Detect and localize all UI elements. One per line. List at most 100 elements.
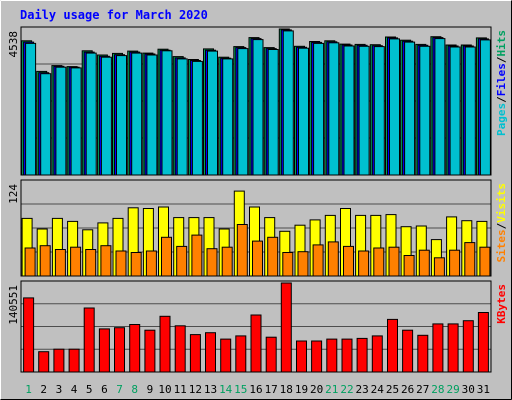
bar-pages-15 xyxy=(237,48,249,176)
bar-pages-30 xyxy=(464,46,476,176)
bar-kbytes-9 xyxy=(144,329,156,373)
x-tick-label: 8 xyxy=(131,383,138,396)
bar-pages-14 xyxy=(222,58,234,176)
x-tick-label: 25 xyxy=(386,383,399,396)
legend: Sites/Visits xyxy=(495,183,508,263)
bar-sites-2 xyxy=(39,245,51,277)
bar-pages-24 xyxy=(373,46,385,176)
x-tick-label: 23 xyxy=(355,383,368,396)
x-tick-label: 20 xyxy=(310,383,323,396)
bar-kbytes-1 xyxy=(23,297,35,373)
bar-sites-21 xyxy=(327,241,339,277)
x-tick-label: 14 xyxy=(219,383,233,396)
bar-pages-29 xyxy=(449,46,461,176)
x-tick-label: 18 xyxy=(280,383,293,396)
x-tick-label: 31 xyxy=(477,383,490,396)
bar-kbytes-18 xyxy=(280,282,292,373)
bar-kbytes-27 xyxy=(417,334,429,373)
bar-kbytes-12 xyxy=(189,334,201,373)
bar-sites-19 xyxy=(297,251,309,277)
bar-kbytes-22 xyxy=(341,338,353,373)
bar-pages-3 xyxy=(55,66,67,176)
bar-pages-16 xyxy=(252,39,264,176)
bar-pages-5 xyxy=(85,52,97,176)
legend-entry: Sites xyxy=(495,229,508,262)
bar-kbytes-21 xyxy=(326,338,338,373)
bar-pages-11 xyxy=(176,58,188,176)
bar-sites-10 xyxy=(161,236,172,277)
x-tick-label: 27 xyxy=(416,383,429,396)
bar-kbytes-17 xyxy=(265,336,277,373)
x-tick-label: 28 xyxy=(431,383,444,396)
bar-pages-27 xyxy=(419,45,431,176)
x-tick-label: 13 xyxy=(204,383,217,396)
legend-entry: / xyxy=(495,56,508,63)
bar-kbytes-13 xyxy=(205,332,216,373)
y-max-label: 124 xyxy=(7,184,20,204)
bar-sites-11 xyxy=(176,245,188,277)
bar-sites-17 xyxy=(267,236,279,277)
bar-kbytes-11 xyxy=(174,325,186,373)
bar-pages-22 xyxy=(343,45,355,176)
x-tick-label: 7 xyxy=(116,383,123,396)
x-tick-label: 17 xyxy=(265,383,278,396)
x-tick-label: 2 xyxy=(40,383,47,396)
bar-pages-26 xyxy=(404,41,416,176)
bar-kbytes-30 xyxy=(462,320,474,373)
bar-sites-16 xyxy=(252,240,263,277)
bar-sites-5 xyxy=(85,249,97,277)
x-tick-label: 5 xyxy=(86,383,93,396)
bar-pages-19 xyxy=(298,47,309,176)
bar-pages-6 xyxy=(100,56,112,176)
bar-pages-25 xyxy=(389,38,400,176)
bar-sites-7 xyxy=(115,250,127,277)
x-tick-label: 4 xyxy=(71,383,78,396)
bar-kbytes-20 xyxy=(311,340,323,373)
y-max-label: 140551 xyxy=(7,285,20,325)
bar-kbytes-23 xyxy=(356,337,368,373)
bar-kbytes-4 xyxy=(68,348,80,373)
x-tick-label: 6 xyxy=(101,383,108,396)
bar-sites-9 xyxy=(145,250,157,277)
bar-kbytes-6 xyxy=(98,328,110,373)
panel-kbytes: 140551 KBytes xyxy=(7,280,508,373)
legend-entry: Hits xyxy=(495,30,508,57)
bar-kbytes-5 xyxy=(83,307,95,373)
x-tick-label: 10 xyxy=(158,383,171,396)
bar-kbytes-31 xyxy=(477,312,489,373)
bar-pages-13 xyxy=(207,50,218,176)
bar-kbytes-2 xyxy=(38,351,50,373)
bar-kbytes-19 xyxy=(296,340,307,373)
bar-sites-14 xyxy=(221,246,233,277)
bar-kbytes-28 xyxy=(432,323,444,373)
bar-pages-1 xyxy=(25,42,37,176)
bar-sites-8 xyxy=(130,252,142,277)
bar-kbytes-24 xyxy=(371,335,383,373)
x-tick-label: 3 xyxy=(56,383,63,396)
bar-kbytes-25 xyxy=(387,318,398,373)
bar-kbytes-10 xyxy=(159,315,171,373)
x-tick-label: 19 xyxy=(295,383,308,396)
x-tick-label: 30 xyxy=(462,383,475,396)
bar-pages-4 xyxy=(70,67,82,176)
bar-sites-26 xyxy=(403,255,415,277)
bar-sites-15 xyxy=(236,224,248,277)
panel-sites-visits: 124 Sites/Visits xyxy=(7,179,508,277)
bar-kbytes-26 xyxy=(402,329,414,373)
bar-sites-6 xyxy=(100,245,112,277)
legend-entry: / xyxy=(495,222,508,229)
bar-pages-31 xyxy=(479,39,491,176)
bar-pages-20 xyxy=(313,42,325,176)
bar-pages-21 xyxy=(328,42,340,176)
bar-sites-22 xyxy=(343,245,354,277)
bar-pages-7 xyxy=(116,55,127,176)
y-max-label: 4538 xyxy=(7,31,20,58)
legend: Pages/Files/Hits xyxy=(495,30,508,136)
legend-entry: Visits xyxy=(495,183,508,223)
bar-sites-20 xyxy=(312,244,324,277)
bar-kbytes-16 xyxy=(250,314,262,373)
bar-sites-4 xyxy=(70,246,82,277)
bar-kbytes-15 xyxy=(235,335,247,373)
bar-sites-12 xyxy=(191,234,203,277)
